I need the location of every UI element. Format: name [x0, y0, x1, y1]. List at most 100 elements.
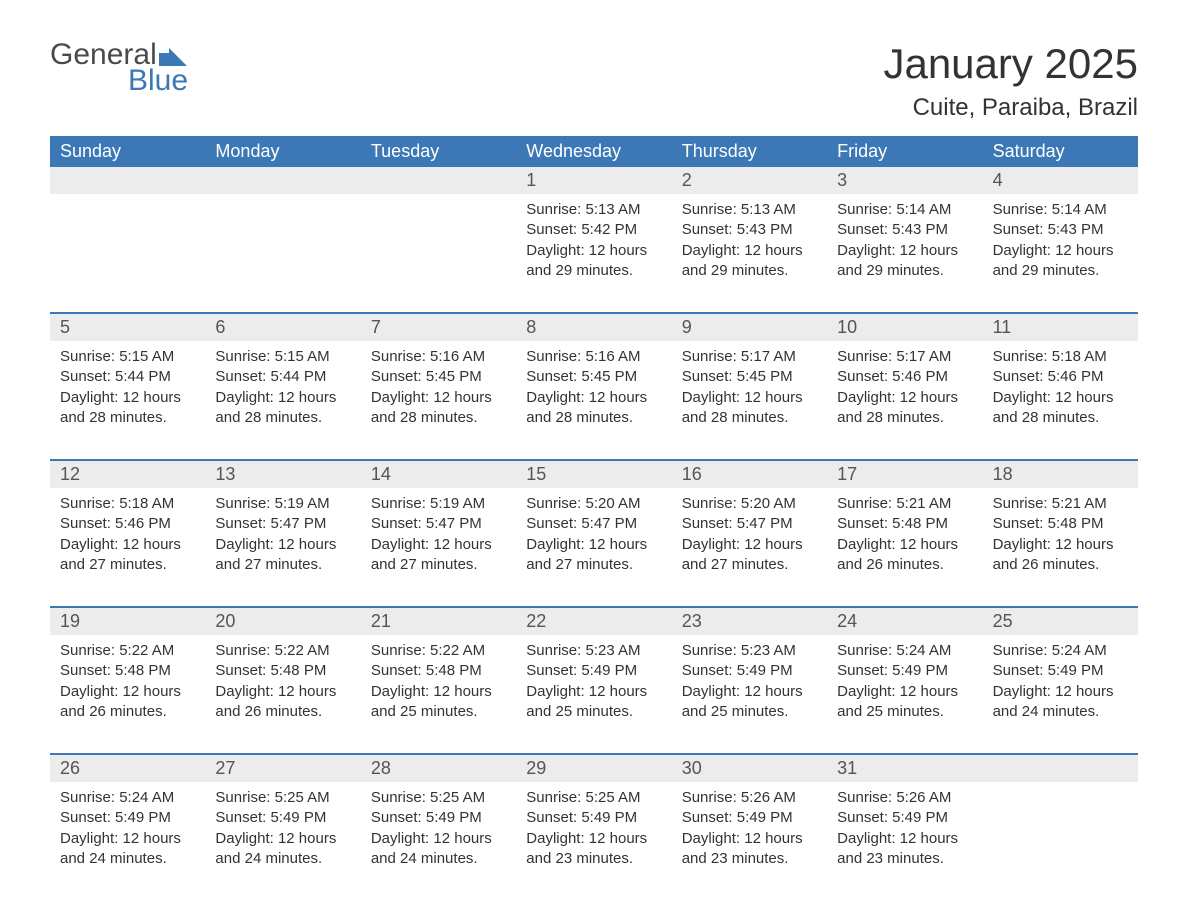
day-cell: Sunrise: 5:13 AMSunset: 5:43 PMDaylight:… — [672, 194, 827, 284]
day-number — [50, 167, 205, 194]
sunset-text: Sunset: 5:47 PM — [371, 514, 506, 534]
sunrise-text: Sunrise: 5:25 AM — [526, 788, 661, 808]
day-cell: Sunrise: 5:22 AMSunset: 5:48 PMDaylight:… — [205, 635, 360, 725]
sunrise-text: Sunrise: 5:14 AM — [993, 200, 1128, 220]
sunrise-text: Sunrise: 5:21 AM — [837, 494, 972, 514]
day-cell: Sunrise: 5:18 AMSunset: 5:46 PMDaylight:… — [983, 341, 1138, 431]
sunrise-text: Sunrise: 5:23 AM — [526, 641, 661, 661]
daylight-text: Daylight: 12 hours and 27 minutes. — [526, 535, 661, 576]
daynum-row: 567891011 — [50, 314, 1138, 341]
sunset-text: Sunset: 5:42 PM — [526, 220, 661, 240]
day-cell: Sunrise: 5:14 AMSunset: 5:43 PMDaylight:… — [983, 194, 1138, 284]
calendar-week: 567891011Sunrise: 5:15 AMSunset: 5:44 PM… — [50, 312, 1138, 431]
daylight-text: Daylight: 12 hours and 29 minutes. — [526, 241, 661, 282]
day-cell: Sunrise: 5:22 AMSunset: 5:48 PMDaylight:… — [361, 635, 516, 725]
daylight-text: Daylight: 12 hours and 24 minutes. — [215, 829, 350, 870]
day-number: 17 — [827, 461, 982, 488]
day-number: 5 — [50, 314, 205, 341]
sunset-text: Sunset: 5:47 PM — [682, 514, 817, 534]
sunrise-text: Sunrise: 5:24 AM — [60, 788, 195, 808]
day-number: 23 — [672, 608, 827, 635]
day-number: 19 — [50, 608, 205, 635]
sunset-text: Sunset: 5:48 PM — [837, 514, 972, 534]
day-cell: Sunrise: 5:17 AMSunset: 5:45 PMDaylight:… — [672, 341, 827, 431]
sunrise-text: Sunrise: 5:19 AM — [215, 494, 350, 514]
day-number: 11 — [983, 314, 1138, 341]
day-number: 14 — [361, 461, 516, 488]
day-cell: Sunrise: 5:23 AMSunset: 5:49 PMDaylight:… — [672, 635, 827, 725]
day-cell: Sunrise: 5:26 AMSunset: 5:49 PMDaylight:… — [672, 782, 827, 872]
day-number: 7 — [361, 314, 516, 341]
sunrise-text: Sunrise: 5:25 AM — [215, 788, 350, 808]
day-number: 13 — [205, 461, 360, 488]
sunrise-text: Sunrise: 5:26 AM — [682, 788, 817, 808]
dow-thursday: Thursday — [672, 136, 827, 167]
sunrise-text: Sunrise: 5:15 AM — [215, 347, 350, 367]
sunset-text: Sunset: 5:49 PM — [215, 808, 350, 828]
day-number: 18 — [983, 461, 1138, 488]
sunrise-text: Sunrise: 5:22 AM — [215, 641, 350, 661]
sunrise-text: Sunrise: 5:16 AM — [371, 347, 506, 367]
page-header: General Blue January 2025 Cuite, Paraiba… — [50, 40, 1138, 122]
daylight-text: Daylight: 12 hours and 28 minutes. — [371, 388, 506, 429]
sunrise-text: Sunrise: 5:20 AM — [526, 494, 661, 514]
daylight-text: Daylight: 12 hours and 23 minutes. — [526, 829, 661, 870]
sunset-text: Sunset: 5:45 PM — [682, 367, 817, 387]
sunset-text: Sunset: 5:49 PM — [60, 808, 195, 828]
brand-logo: General Blue — [50, 40, 192, 96]
day-number: 12 — [50, 461, 205, 488]
calendar-week: 12131415161718Sunrise: 5:18 AMSunset: 5:… — [50, 459, 1138, 578]
sunset-text: Sunset: 5:45 PM — [371, 367, 506, 387]
sunrise-text: Sunrise: 5:16 AM — [526, 347, 661, 367]
sunset-text: Sunset: 5:49 PM — [526, 661, 661, 681]
daylight-text: Daylight: 12 hours and 25 minutes. — [371, 682, 506, 723]
location-subtitle: Cuite, Paraiba, Brazil — [883, 94, 1138, 122]
daylight-text: Daylight: 12 hours and 27 minutes. — [60, 535, 195, 576]
day-cell: Sunrise: 5:18 AMSunset: 5:46 PMDaylight:… — [50, 488, 205, 578]
daylight-text: Daylight: 12 hours and 26 minutes. — [993, 535, 1128, 576]
sunset-text: Sunset: 5:43 PM — [993, 220, 1128, 240]
sunrise-text: Sunrise: 5:22 AM — [371, 641, 506, 661]
dow-friday: Friday — [827, 136, 982, 167]
day-number: 9 — [672, 314, 827, 341]
dow-saturday: Saturday — [983, 136, 1138, 167]
daylight-text: Daylight: 12 hours and 27 minutes. — [371, 535, 506, 576]
day-cell: Sunrise: 5:16 AMSunset: 5:45 PMDaylight:… — [361, 341, 516, 431]
daynum-row: 1234 — [50, 167, 1138, 194]
daylight-text: Daylight: 12 hours and 23 minutes. — [837, 829, 972, 870]
sunrise-text: Sunrise: 5:20 AM — [682, 494, 817, 514]
day-cell — [205, 194, 360, 284]
daylight-text: Daylight: 12 hours and 26 minutes. — [60, 682, 195, 723]
day-number — [205, 167, 360, 194]
brand-line2: Blue — [50, 66, 192, 96]
sunset-text: Sunset: 5:49 PM — [993, 661, 1128, 681]
day-cell — [50, 194, 205, 284]
day-cell: Sunrise: 5:15 AMSunset: 5:44 PMDaylight:… — [50, 341, 205, 431]
day-cell: Sunrise: 5:21 AMSunset: 5:48 PMDaylight:… — [983, 488, 1138, 578]
day-cell: Sunrise: 5:17 AMSunset: 5:46 PMDaylight:… — [827, 341, 982, 431]
sunrise-text: Sunrise: 5:26 AM — [837, 788, 972, 808]
daylight-text: Daylight: 12 hours and 25 minutes. — [682, 682, 817, 723]
dow-monday: Monday — [205, 136, 360, 167]
month-title: January 2025 — [883, 40, 1138, 88]
day-number: 24 — [827, 608, 982, 635]
day-cell: Sunrise: 5:22 AMSunset: 5:48 PMDaylight:… — [50, 635, 205, 725]
calendar: Sunday Monday Tuesday Wednesday Thursday… — [50, 136, 1138, 872]
sunrise-text: Sunrise: 5:19 AM — [371, 494, 506, 514]
day-number: 16 — [672, 461, 827, 488]
daylight-text: Daylight: 12 hours and 29 minutes. — [993, 241, 1128, 282]
sunset-text: Sunset: 5:46 PM — [837, 367, 972, 387]
sunrise-text: Sunrise: 5:17 AM — [837, 347, 972, 367]
day-number: 3 — [827, 167, 982, 194]
day-cell: Sunrise: 5:16 AMSunset: 5:45 PMDaylight:… — [516, 341, 671, 431]
sunrise-text: Sunrise: 5:23 AM — [682, 641, 817, 661]
day-cell: Sunrise: 5:19 AMSunset: 5:47 PMDaylight:… — [361, 488, 516, 578]
day-number — [361, 167, 516, 194]
sunrise-text: Sunrise: 5:13 AM — [682, 200, 817, 220]
day-cell — [983, 782, 1138, 872]
day-number: 20 — [205, 608, 360, 635]
daylight-text: Daylight: 12 hours and 25 minutes. — [526, 682, 661, 723]
day-cell: Sunrise: 5:24 AMSunset: 5:49 PMDaylight:… — [983, 635, 1138, 725]
daynum-row: 12131415161718 — [50, 461, 1138, 488]
day-cell: Sunrise: 5:15 AMSunset: 5:44 PMDaylight:… — [205, 341, 360, 431]
